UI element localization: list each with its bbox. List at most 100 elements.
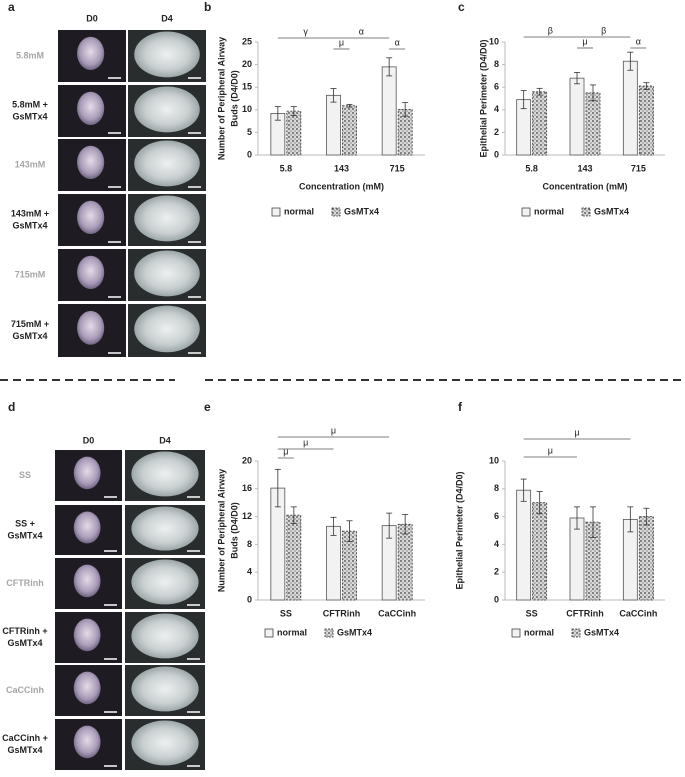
y-tick-label: 6 [494, 511, 499, 521]
error-bar [330, 516, 337, 536]
significance-label: α [359, 26, 364, 36]
row-label: 5.8mM [16, 50, 44, 60]
error-bar [386, 57, 393, 77]
y-axis-label: Epithelial Perimeter (D4/D0) [478, 39, 488, 157]
y-tick-label: 5 [247, 127, 252, 137]
error-bar [520, 90, 527, 110]
x-tick-label: 715 [631, 163, 646, 173]
significance-label: μ [574, 427, 579, 437]
explant [134, 140, 200, 187]
explant [73, 564, 101, 598]
significance-label: α [636, 36, 641, 46]
legend-swatch [511, 628, 521, 638]
x-tick-label: SS [280, 608, 292, 618]
x-tick-label: 5.8 [525, 163, 538, 173]
legend-swatch [264, 628, 274, 638]
y-tick-label: 8 [494, 483, 499, 493]
row-label: GsMTx4 [12, 111, 47, 121]
bar [397, 523, 413, 601]
panel-letter: a [8, 0, 15, 14]
error-bar [346, 520, 353, 543]
bar [381, 66, 397, 156]
error-bar [274, 106, 281, 121]
error-bar [290, 106, 297, 117]
error-bar [290, 506, 297, 524]
legend-swatch [324, 628, 334, 638]
significance-label: μ [582, 36, 587, 46]
row-label: CFTRinh + [2, 626, 47, 636]
error-bar [590, 506, 596, 538]
y-axis-label: Number of Peripheral Airway [216, 37, 226, 160]
explant [131, 451, 199, 497]
error-bar [627, 51, 634, 71]
x-tick-label: 715 [390, 163, 405, 173]
x-tick-label: CFTRinh [566, 608, 604, 618]
y-tick-label: 6 [494, 82, 499, 92]
row-label: 143mM + [11, 208, 49, 218]
explant [131, 720, 199, 766]
explant [77, 310, 105, 345]
explant [77, 255, 105, 290]
legend-swatch [521, 207, 531, 217]
bar [342, 105, 357, 156]
error-bar [520, 478, 527, 502]
y-tick-label: 4 [247, 567, 252, 577]
y-tick-label: 0 [494, 149, 499, 159]
legend-swatch [331, 207, 341, 217]
explant [134, 305, 200, 353]
explant [134, 86, 200, 133]
legend-swatch [271, 207, 281, 217]
significance-label: μ [548, 445, 553, 455]
row-label: GsMTx4 [7, 638, 42, 648]
y-tick-label: 20 [242, 455, 252, 465]
error-bar [402, 102, 409, 117]
error-bar [627, 506, 634, 533]
explant [131, 506, 199, 551]
legend-label: GsMTx4 [584, 627, 619, 637]
significance-label: μ [339, 37, 344, 47]
bar [326, 94, 341, 156]
x-tick-label: 143 [577, 163, 592, 173]
bar [286, 110, 302, 156]
explant [73, 671, 101, 705]
y-tick-label: 8 [247, 539, 252, 549]
panel-letter: d [8, 400, 15, 414]
row-label: GsMTx4 [12, 331, 47, 341]
y-tick-label: 8 [494, 59, 499, 69]
y-tick-label: 0 [247, 594, 252, 604]
legend-swatch [571, 628, 581, 638]
explant [134, 250, 200, 297]
error-bar [590, 84, 596, 102]
x-tick-label: SS [526, 608, 538, 618]
bar [516, 489, 532, 601]
row-label: GsMTx4 [7, 745, 42, 755]
row-label: 143mM [15, 159, 46, 169]
bar [638, 516, 654, 601]
x-tick-label: CFTRinh [323, 608, 361, 618]
legend-label: normal [534, 206, 564, 216]
y-axis-label: Buds (D4/D0) [229, 502, 239, 559]
legend-label: normal [284, 206, 314, 216]
y-tick-label: 2 [494, 567, 499, 577]
legend-label: GsMTx4 [344, 206, 379, 216]
y-tick-label: 10 [242, 104, 252, 114]
y-tick-label: 10 [489, 36, 499, 46]
row-label: SS + [15, 518, 35, 528]
error-bar [643, 507, 650, 526]
y-tick-label: 25 [242, 36, 252, 46]
x-tick-label: 5.8 [280, 163, 293, 173]
explant [134, 31, 200, 78]
error-bar [330, 88, 337, 103]
error-bar [574, 506, 580, 530]
row-label: 715mM [15, 269, 46, 279]
panel-letter: f [458, 400, 463, 414]
legend-label: GsMTx4 [594, 206, 629, 216]
row-label: 5.8mM + [12, 99, 48, 109]
y-tick-label: 16 [242, 483, 252, 493]
explant [73, 456, 101, 490]
bar [585, 92, 601, 156]
y-tick-label: 0 [247, 149, 252, 159]
bar [532, 502, 548, 601]
bar [326, 525, 341, 601]
